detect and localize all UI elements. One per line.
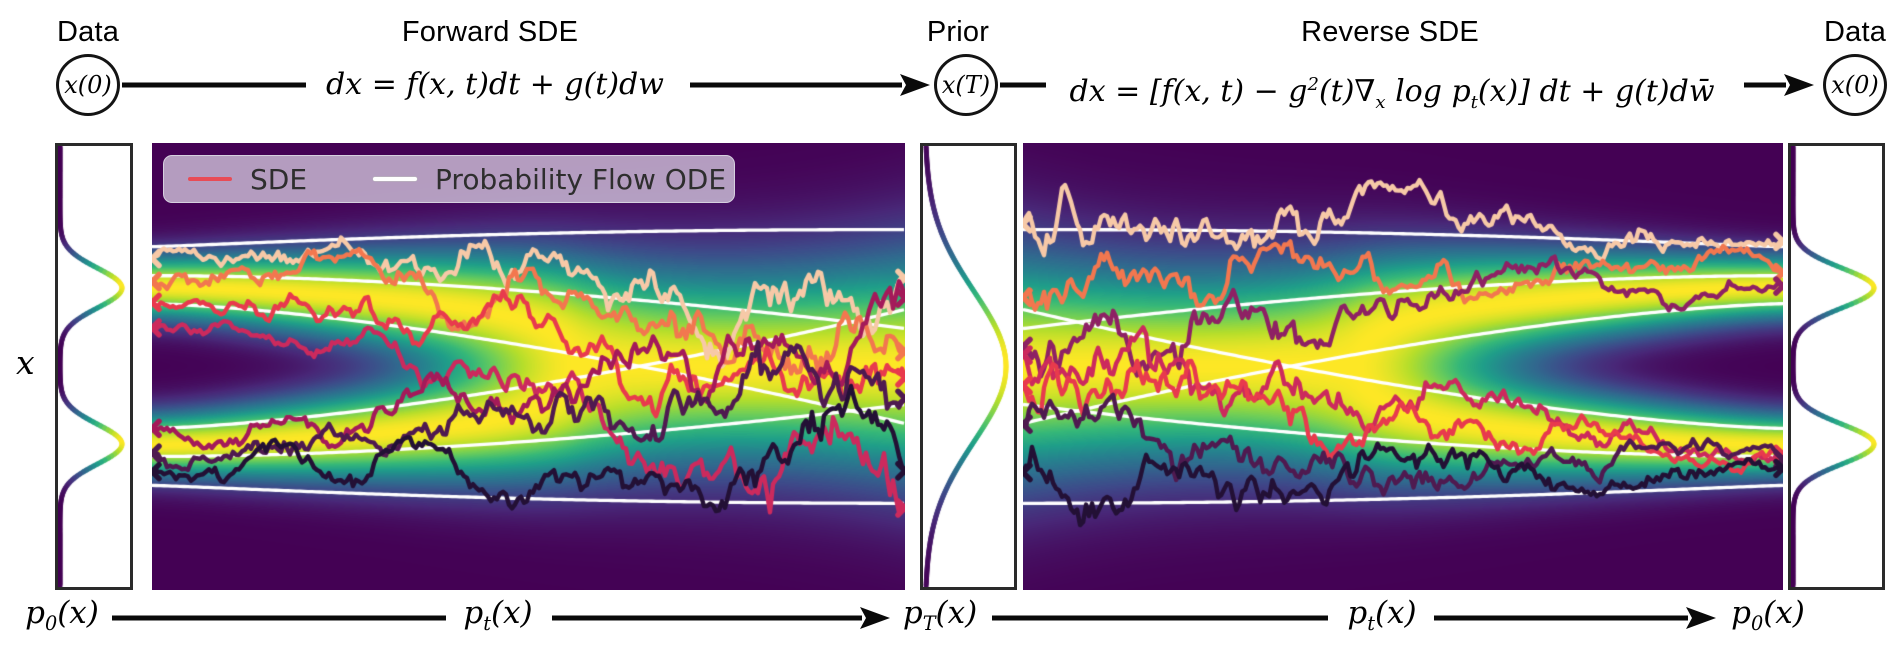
pT-label: pT(x) (902, 595, 978, 636)
left-marginal-panel (55, 143, 133, 590)
legend-ode-label: Probability Flow ODE (435, 162, 727, 196)
footer-arrow-pt-p0 (1434, 607, 1716, 629)
footer-arrow-pt-pT (552, 607, 890, 629)
data-label-left: Data (56, 16, 120, 48)
pt-forward-label: pt(x) (463, 595, 533, 636)
legend-sde-label: SDE (250, 162, 308, 196)
sde-line-swatch (188, 176, 232, 182)
reverse-arrow (1744, 74, 1814, 96)
right-marginal-panel (1788, 143, 1885, 590)
xT-node: x(T) (934, 54, 998, 116)
probability-flow-ode-line-swatch (373, 176, 418, 182)
prior-marginal-panel (920, 143, 1017, 590)
x-variable-label: x (16, 343, 35, 382)
pt-reverse-label: pt(x) (1347, 595, 1417, 636)
forward-sde-equation: dx = f(x, t)dt + g(t)dw (326, 67, 664, 102)
forward-sde-label: Forward SDE (401, 16, 579, 48)
forward-heatmap-panel (152, 143, 905, 590)
reverse-sde-equation: dx = [f(x, t) − g2(t)∇x log pt(x)] dt + … (1069, 74, 1715, 113)
forward-arrow (690, 74, 930, 96)
reverse-sde-label: Reverse SDE (1301, 16, 1479, 48)
reverse-heatmap-panel (1023, 143, 1783, 590)
p0-left-label: p0(x) (25, 595, 99, 636)
data-label-right: Data (1823, 16, 1887, 48)
legend: SDE Probability Flow ODE (163, 155, 735, 203)
x0-node-left: x(0) (56, 54, 120, 116)
p0-right-label: p0(x) (1731, 595, 1805, 636)
x0-node-right: x(0) (1823, 54, 1887, 116)
prior-label: Prior (926, 16, 990, 48)
